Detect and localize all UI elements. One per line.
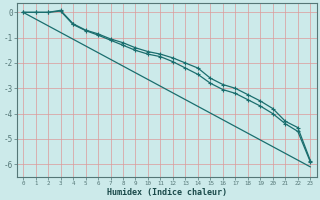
- X-axis label: Humidex (Indice chaleur): Humidex (Indice chaleur): [107, 188, 227, 197]
